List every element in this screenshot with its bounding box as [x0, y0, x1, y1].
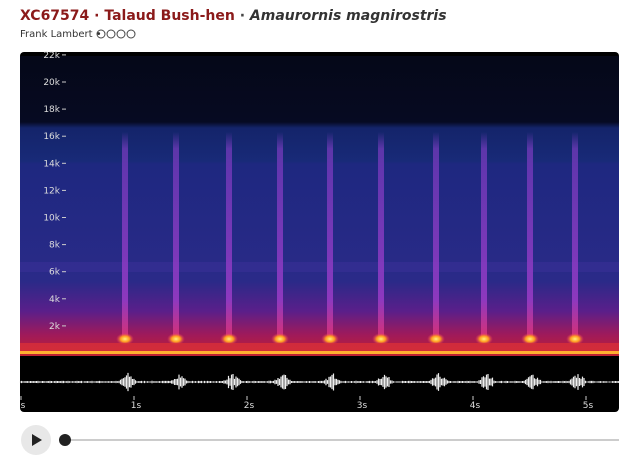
call-energy	[427, 333, 445, 345]
call-streak	[122, 132, 128, 342]
time-tick-label: 1s	[131, 401, 142, 411]
frequency-tick-label: 4k	[49, 295, 61, 305]
call-energy	[116, 333, 134, 345]
call-streak	[173, 132, 179, 342]
call-energy	[271, 333, 289, 345]
call-energy	[220, 333, 238, 345]
seek-handle[interactable]	[59, 434, 71, 446]
time-tick-label: 3s	[357, 401, 368, 411]
frequency-tick-label: 10k	[43, 214, 60, 224]
frequency-tick-label: 8k	[49, 241, 61, 251]
license-icons[interactable]	[96, 29, 136, 39]
call-streak	[327, 132, 333, 342]
frequency-tick-label: 22k	[43, 51, 60, 61]
common-name[interactable]: Talaud Bush-hen	[104, 8, 234, 24]
frequency-tick-label: 20k	[43, 78, 60, 88]
call-energy	[167, 333, 185, 345]
call-energy	[475, 333, 493, 345]
waveform	[19, 372, 619, 392]
call-streak	[378, 132, 384, 342]
time-tick-label: 5s	[583, 401, 594, 411]
separator: ·	[94, 8, 99, 24]
call-streak	[527, 132, 533, 342]
low-band	[20, 343, 619, 351]
call-energy	[566, 333, 584, 345]
call-streak	[226, 132, 232, 342]
frequency-tick-label: 2k	[49, 322, 61, 332]
spectrogram	[20, 52, 619, 412]
frequency-tick-label: 18k	[43, 105, 60, 115]
recordist[interactable]: Frank Lambert	[20, 29, 93, 40]
overlay: 22k 20k 18k 16k 14k 12k 10k 8k 6k 4k 2k s 1s 2s 3s 4s 5s	[19, 51, 619, 411]
call-streak	[572, 132, 578, 342]
player-controls	[21, 425, 619, 455]
bullet: •	[96, 29, 102, 40]
separator: ·	[240, 8, 245, 24]
scientific-name: Amaurornis magnirostris	[249, 8, 447, 24]
frequency-tick-label: 12k	[43, 186, 60, 196]
title: XC67574 · Talaud Bush-hen · Amaurornis m…	[20, 8, 447, 24]
recordist-line: Frank Lambert •	[20, 29, 102, 40]
frequency-tick-label: 6k	[49, 268, 61, 278]
spectrogram-background	[20, 56, 619, 356]
time-tick-label: s	[21, 401, 26, 411]
frequency-tick-label: 16k	[43, 132, 60, 142]
call-streak	[481, 132, 487, 342]
frequency-tick-label: 14k	[43, 159, 60, 169]
call-energy	[372, 333, 390, 345]
call-energy	[321, 333, 339, 345]
play-icon	[32, 434, 42, 446]
baseline-energy	[20, 351, 619, 354]
time-tick-label: 2s	[244, 401, 255, 411]
time-tick-label: 4s	[470, 401, 481, 411]
catalog-id[interactable]: XC67574	[20, 8, 90, 24]
call-streak	[277, 132, 283, 342]
call-energy	[521, 333, 539, 345]
call-streak	[433, 132, 439, 342]
noise-band	[20, 262, 619, 272]
